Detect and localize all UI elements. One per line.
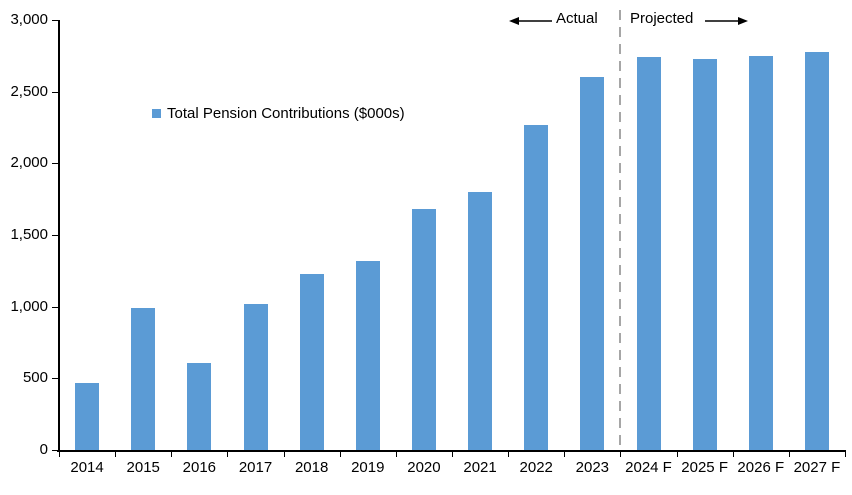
bar-2015 xyxy=(131,308,156,450)
y-tick-500 xyxy=(52,378,58,380)
x-tick xyxy=(339,452,341,457)
x-tick xyxy=(620,452,622,457)
y-tick-3,000 xyxy=(52,20,58,21)
x-axis-label-2021: 2021 xyxy=(463,459,497,476)
bar-2023 xyxy=(580,77,605,450)
bar-2019 xyxy=(355,261,380,450)
left-arrow-icon xyxy=(509,17,552,25)
y-axis-label-2,500: 2,500 xyxy=(10,82,48,100)
bar-2022 xyxy=(524,125,549,450)
x-tick xyxy=(395,452,397,457)
x-axis-label-2023: 2023 xyxy=(575,459,610,476)
y-tick-2,500 xyxy=(52,91,58,93)
actual-label: Actual xyxy=(556,10,598,27)
bar-2025-f xyxy=(692,59,717,450)
legend: Total Pension Contributions ($000s) xyxy=(152,105,405,122)
projected-label: Projected xyxy=(630,10,694,27)
y-axis-label-500: 500 xyxy=(22,369,48,387)
x-tick xyxy=(227,452,229,457)
bar-2014 xyxy=(75,383,100,450)
bar-2024-f xyxy=(636,57,661,450)
x-tick xyxy=(59,452,60,457)
y-axis-label-0: 0 xyxy=(39,441,48,458)
x-tick xyxy=(452,452,453,457)
actual-projected-divider-line xyxy=(619,10,621,451)
x-axis-label-2018: 2018 xyxy=(294,459,329,476)
bar-2021 xyxy=(468,192,493,450)
x-tick xyxy=(283,452,285,457)
x-axis-label-2015: 2015 xyxy=(126,459,160,476)
x-axis-label-2024-f: 2024 F xyxy=(625,459,672,476)
x-tick xyxy=(115,452,117,457)
bar-2018 xyxy=(299,274,324,450)
right-arrow-icon xyxy=(705,17,748,25)
x-axis-label-2014: 2014 xyxy=(70,459,104,476)
y-axis-line xyxy=(58,20,60,452)
x-axis-label-2025-f: 2025 F xyxy=(681,459,728,476)
x-tick xyxy=(676,452,678,457)
y-axis-label-1,000: 1,000 xyxy=(10,297,48,315)
y-tick-1,500 xyxy=(52,235,58,236)
y-axis-label-2,000: 2,000 xyxy=(10,154,48,172)
x-tick xyxy=(788,452,790,457)
x-axis-label-2016: 2016 xyxy=(182,459,217,476)
x-tick xyxy=(564,452,566,457)
bar-2017 xyxy=(243,304,268,450)
x-axis-label-2027-f: 2027 F xyxy=(793,459,841,476)
y-tick-2,000 xyxy=(52,163,58,165)
x-axis-label-2026-f: 2026 F xyxy=(737,459,785,476)
y-tick-0 xyxy=(52,450,58,451)
legend-label: Total Pension Contributions ($000s) xyxy=(167,105,405,122)
bar-2026-f xyxy=(748,56,773,450)
x-tick xyxy=(508,452,510,457)
x-axis-line xyxy=(57,450,846,452)
x-axis-label-2017: 2017 xyxy=(238,459,273,476)
y-axis-label-1,500: 1,500 xyxy=(10,226,48,243)
x-axis-label-2020: 2020 xyxy=(407,459,441,476)
x-axis-label-2022: 2022 xyxy=(519,459,553,476)
x-tick xyxy=(845,452,846,457)
x-tick xyxy=(171,452,173,457)
x-axis-label-2019: 2019 xyxy=(351,459,385,476)
legend-marker-icon xyxy=(152,109,161,118)
x-tick xyxy=(732,452,734,457)
y-axis-label-3,000: 3,000 xyxy=(10,11,48,28)
y-tick-1,000 xyxy=(52,306,58,308)
bar-2020 xyxy=(411,209,436,450)
bar-2016 xyxy=(187,363,212,450)
bar-2027-f xyxy=(804,52,829,450)
